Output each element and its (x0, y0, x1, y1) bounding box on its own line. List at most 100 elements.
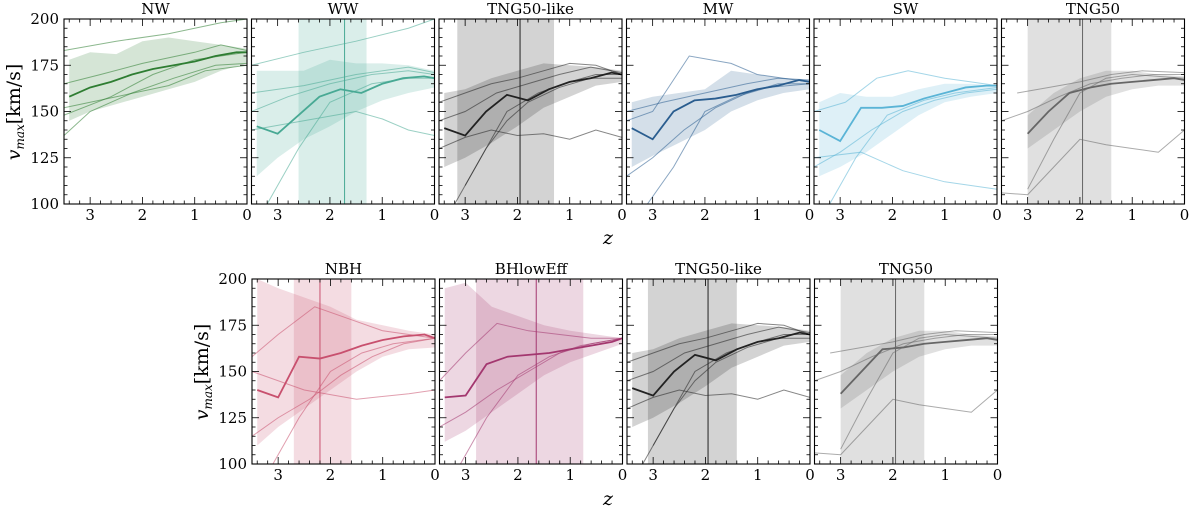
y-tick-label: 150 (218, 363, 247, 381)
x-tick-label: 1 (378, 466, 388, 484)
galaxy-track-2 (439, 337, 623, 428)
galaxy-track-3 (1017, 70, 1185, 94)
median-line (256, 333, 435, 399)
x-tick-label: 2 (700, 206, 710, 224)
x-tick-label: 3 (460, 206, 470, 224)
panel-nw-0: 3 2 1 0 100 125 150 175 200 NW (30, 0, 251, 224)
galaxy-track-1 (1027, 73, 1185, 190)
x-tick-label: 3 (461, 466, 471, 484)
panel-title: BHlowEff (495, 260, 569, 278)
panel-title: TNG50 (879, 260, 933, 278)
y-tick-label: 175 (218, 316, 247, 334)
x-tick-label: 0 (805, 466, 815, 484)
ylabel-bottom-sub: max (201, 384, 215, 410)
x-tick-label: 2 (1075, 206, 1085, 224)
x-tick-label: 1 (565, 206, 575, 224)
x-tick-label: 2 (701, 466, 711, 484)
galaxy-track-2 (64, 44, 247, 85)
galaxy-track-0 (1001, 129, 1185, 196)
ylabel-top-sub: max (13, 124, 27, 150)
x-tick-label: 3 (648, 206, 658, 224)
y-tick-label: 200 (218, 270, 247, 288)
x-tick-label: 0 (430, 206, 440, 224)
galaxy-track-3 (814, 151, 997, 190)
x-tick-label: 1 (940, 206, 950, 224)
scatter-band (840, 330, 998, 409)
x-tick-label: 3 (1023, 206, 1033, 224)
galaxy-track-0 (251, 19, 435, 66)
panel-title: MW (703, 0, 734, 18)
x-tick-label: 3 (273, 206, 283, 224)
panel-title: WW (328, 0, 359, 18)
x-tick-label: 3 (85, 206, 95, 224)
x-tick-label: 3 (836, 466, 846, 484)
panel-sw-4: 3 2 1 0 SW (813, 0, 1002, 224)
galaxy-track-3 (627, 322, 810, 363)
scatter-band (444, 282, 623, 442)
galaxy-track-4 (251, 66, 435, 94)
galaxy-track-1 (251, 110, 435, 137)
x-tick-label: 0 (992, 206, 1002, 224)
galaxy-track-2 (1001, 74, 1185, 122)
x-tick-label: 2 (326, 466, 336, 484)
plot-area-nbh-6 (252, 279, 435, 464)
xlabel-bottom: z (602, 488, 614, 510)
median-line (444, 337, 623, 399)
ylabel-top-unit: [km/s] (3, 64, 25, 125)
time-band (476, 279, 584, 464)
galaxy-track-3 (830, 330, 998, 354)
panel-tng50-like-2: 3 2 1 0 TNG50-like (438, 0, 627, 224)
scatter-band (256, 59, 435, 177)
scatter-band (632, 323, 810, 427)
x-tick-label: 3 (273, 466, 283, 484)
plot-area-nw-0 (64, 19, 247, 136)
ylabel-bottom-unit: [km/s] (191, 324, 213, 385)
x-tick-label: 2 (888, 466, 898, 484)
time-band (647, 279, 737, 464)
galaxy-track-1 (272, 337, 435, 464)
median-line (443, 71, 622, 137)
plot-area-tng50-like-2 (439, 19, 622, 204)
panel-title: TNG50-like (675, 260, 762, 278)
plot-area-bhloweff-7 (439, 279, 623, 464)
galaxy-track-0 (814, 389, 998, 456)
x-tick-label: 0 (1180, 206, 1190, 224)
median-line (68, 51, 247, 98)
galaxy-track-2 (252, 337, 435, 437)
x-tick-label: 2 (513, 206, 523, 224)
ylabel-bottom: vmax[km/s] (191, 324, 215, 421)
y-tick-label: 125 (30, 149, 59, 167)
scatter-band (819, 83, 997, 177)
galaxy-track-2 (251, 70, 435, 112)
galaxy-track-2 (814, 334, 998, 382)
galaxy-track-3 (64, 62, 247, 136)
y-tick-label: 100 (30, 195, 59, 213)
x-tick-label: 0 (805, 206, 815, 224)
galaxy-track-4 (64, 64, 247, 109)
x-tick-label: 1 (752, 206, 762, 224)
median-line (256, 75, 435, 135)
y-tick-label: 100 (218, 455, 247, 473)
galaxy-track-3 (626, 77, 810, 112)
x-tick-label: 2 (888, 206, 898, 224)
galaxy-track-2 (814, 88, 997, 168)
panel-tng50-5: 3 2 1 0 TNG50 (1000, 0, 1190, 224)
plot-area-sw-4 (814, 70, 997, 204)
ylabel-bottom-main: v (191, 409, 213, 420)
galaxy-track-3 (252, 371, 435, 400)
x-tick-label: 3 (835, 206, 845, 224)
median-line (631, 79, 810, 141)
panel-title: NW (141, 0, 170, 18)
plot-area-tng50-like-8 (627, 279, 810, 464)
x-tick-label: 0 (618, 466, 628, 484)
median-line (818, 84, 997, 143)
plot-area-tng50-5 (1001, 19, 1185, 204)
panel-tng50-like-8: 3 2 1 0 TNG50-like (626, 260, 815, 484)
galaxy-track-2 (627, 326, 810, 382)
x-tick-label: 0 (242, 206, 252, 224)
panel-nbh-6: 3 2 1 0 100 125 150 175 200 NBH (218, 260, 439, 484)
ylabel-top-main: v (3, 149, 25, 160)
x-tick-label: 1 (940, 466, 950, 484)
